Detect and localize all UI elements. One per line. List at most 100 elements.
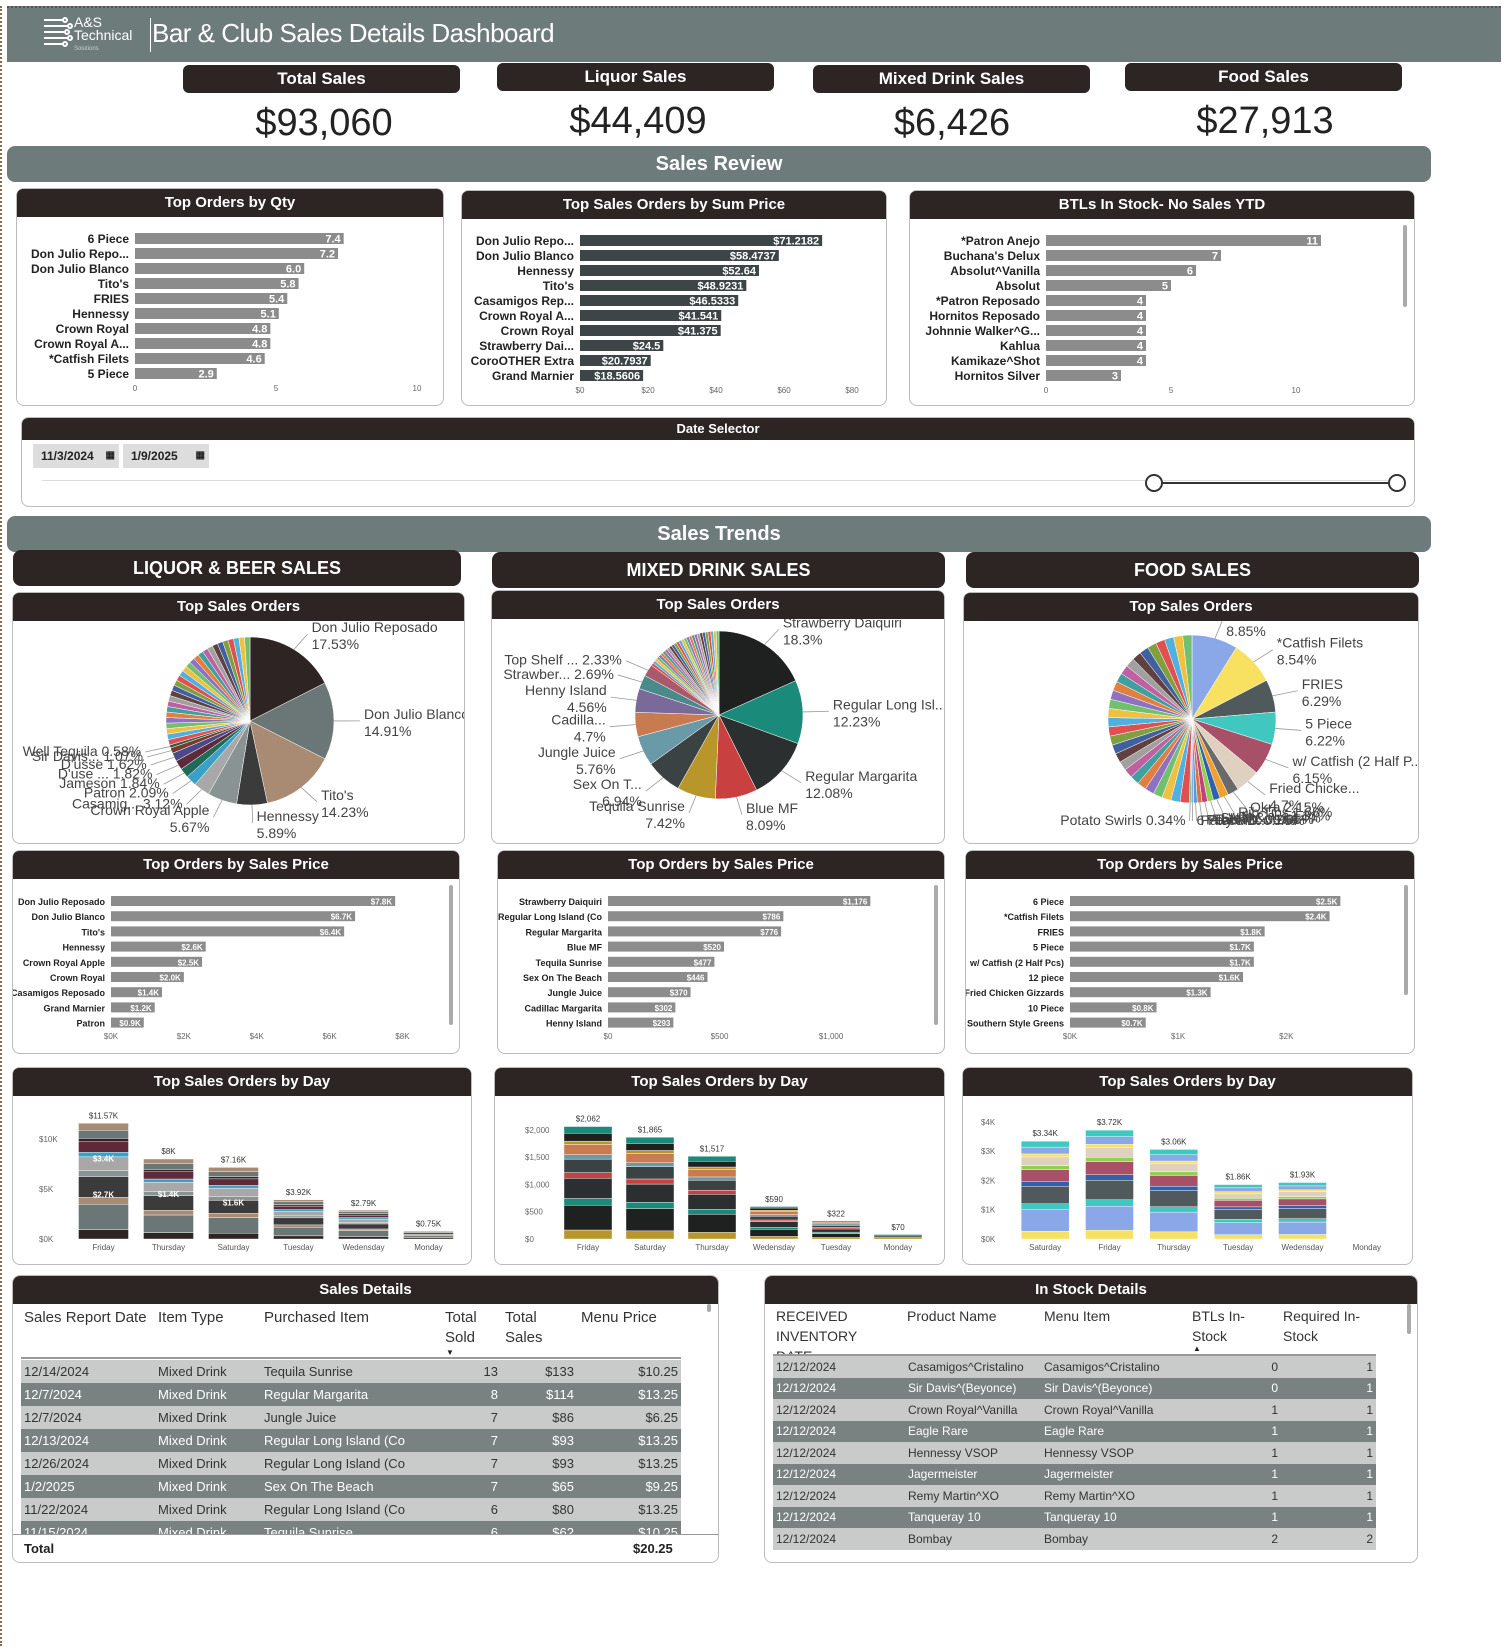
start-date-input[interactable]: 11/3/2024 ▦	[33, 444, 119, 468]
stacked-bar-segment	[563, 1229, 613, 1240]
table-cell: $13.25	[577, 1383, 681, 1406]
axis-tick-label: $2K	[981, 1176, 996, 1185]
table-row[interactable]: 11/22/2024 Mixed Drink Regular Long Island…	[21, 1498, 681, 1521]
col-purchased-item[interactable]: Purchased Item	[264, 1309, 370, 1326]
table-row[interactable]: 12/26/2024 Mixed Drink Regular Long Island…	[21, 1452, 681, 1475]
bar	[111, 896, 396, 906]
pie-slice-pct: 6.94%	[602, 793, 642, 809]
table-cell: Crown Royal^Vanilla	[905, 1399, 1041, 1421]
table-cell: 7	[441, 1406, 501, 1429]
stacked-bar-segment	[687, 1169, 737, 1178]
sales-details-table: 12/14/2024 Mixed Drink Tequila Sunrise 13 $1…	[21, 1360, 681, 1544]
col-total-sold[interactable]: Total Sold	[445, 1309, 477, 1346]
axis-tick-label: $1,000	[525, 1180, 550, 1189]
title-separator	[150, 18, 151, 52]
end-date-input[interactable]: 1/9/2025 ▦	[123, 444, 209, 468]
bar	[135, 293, 288, 304]
col-product-name[interactable]: Product Name	[907, 1308, 997, 1324]
table-row[interactable]: 12/12/2024 Hennessy VSOP Hennessy VSOP 1 1	[773, 1442, 1376, 1464]
bar-category-label: Don Julio Blanco	[31, 912, 105, 922]
date-range-start-handle[interactable]	[1145, 474, 1163, 492]
table-cell: Mixed Drink	[155, 1452, 261, 1475]
bar-value-label: $370	[670, 989, 688, 998]
kpi-total-sales-label: Total Sales	[183, 65, 460, 93]
table-row[interactable]: 12/12/2024 Eagle Rare Eagle Rare 1 1	[773, 1420, 1376, 1442]
table-row[interactable]: 12/7/2024 Mixed Drink Jungle Juice 7 $86 $6.2…	[21, 1406, 681, 1429]
table-row[interactable]: 12/7/2024 Mixed Drink Regular Margarita 8 $1…	[21, 1383, 681, 1406]
sales-scrollbar[interactable]	[707, 1304, 711, 1312]
table-row[interactable]: 12/12/2024 Tanqueray 10 Tanqueray 10 1 1	[773, 1506, 1376, 1528]
bar-value-label: $41.541	[678, 311, 718, 323]
food-pie-card: Top Sales Orders 6 Piece8.85% *Catfish Fi…	[963, 592, 1422, 844]
col-total-sales[interactable]: Total Sales	[505, 1309, 543, 1346]
stacked-bar-segment	[687, 1232, 737, 1240]
pie-leader-line	[150, 756, 175, 766]
axis-tick-label: $0K	[39, 1235, 54, 1244]
stacked-bar-segment	[208, 1167, 259, 1172]
pie-slice-label: The Tilt... 1.05%	[1213, 811, 1314, 827]
stacked-bar-segment	[78, 1229, 129, 1240]
stacked-bar-segment	[78, 1130, 129, 1139]
stock-details-title: In Stock Details	[765, 1276, 1417, 1304]
calendar-icon[interactable]: ▦	[195, 450, 205, 461]
stacked-bar-segment	[1085, 1136, 1134, 1145]
axis-category-label: Monday	[414, 1243, 442, 1252]
col-menu-item[interactable]: Menu Item	[1044, 1308, 1111, 1324]
date-divider	[42, 480, 1402, 481]
stacked-bar-segment	[687, 1161, 737, 1168]
sort-asc-icon[interactable]: ▲	[1193, 1344, 1201, 1353]
table-row[interactable]: 12/12/2024 Jagermeister Jagermeister 1 1	[773, 1463, 1376, 1485]
pie-slice-label: w/ Catfish (2 Half P...	[1291, 753, 1418, 769]
sort-desc-icon[interactable]: ▼	[446, 1348, 454, 1357]
axis-tick-label: $500	[711, 1032, 729, 1041]
mixed-price-scrollbar[interactable]	[934, 885, 938, 1025]
col-required-in-stock[interactable]: Required In-Stock	[1283, 1308, 1361, 1344]
bar	[608, 1002, 676, 1013]
food-day-card: Top Sales Orders by Day $0K $1K $2K $3K $4K $…	[962, 1067, 1413, 1265]
stacked-bar-segment	[687, 1166, 737, 1170]
stacked-bar-segment	[338, 1228, 389, 1231]
table-row[interactable]: 1/2/2025 Mixed Drink Sex On The Beach 7 $65 $…	[21, 1475, 681, 1498]
stacked-bar-segment	[1020, 1165, 1070, 1170]
date-range-slider-track[interactable]	[1154, 482, 1397, 484]
table-row[interactable]: 12/12/2024 Crown Royal^Vanilla Crown Royal…	[773, 1399, 1376, 1421]
stacked-bar-segment	[1149, 1149, 1199, 1156]
table-row[interactable]: 12/12/2024 Sir Davis^(Beyonce) Sir Davis^(…	[773, 1377, 1376, 1399]
table-row[interactable]: 12/12/2024 Bombay Bombay 2 2	[773, 1528, 1376, 1550]
stacked-bar-segment	[1020, 1156, 1070, 1166]
date-range-end-handle[interactable]	[1388, 474, 1406, 492]
liquor-price-scrollbar[interactable]	[449, 885, 453, 1025]
btl-scrollbar[interactable]	[1403, 225, 1407, 307]
stacked-bar-segment	[1020, 1146, 1070, 1155]
col-sales-report-date[interactable]: Sales Report Date	[24, 1309, 147, 1326]
bar-value-label: 11	[1306, 236, 1318, 248]
table-row[interactable]: 12/12/2024 Remy Martin^XO Remy Martin^XO 1 1	[773, 1485, 1376, 1507]
stacked-bar-segment	[273, 1204, 324, 1207]
bar-value-label: 4	[1137, 296, 1144, 308]
stacked-bar-segment	[563, 1140, 613, 1145]
stock-scrollbar[interactable]	[1407, 1304, 1411, 1334]
col-menu-price[interactable]: Menu Price	[581, 1309, 657, 1326]
liquor-pie-title: Top Sales Orders	[13, 593, 464, 621]
pie-slice-pct: 8.09%	[746, 817, 786, 833]
axis-category-label: Monday	[884, 1243, 912, 1252]
axis-tick-label: 5	[274, 384, 279, 393]
table-row[interactable]: 12/13/2024 Mixed Drink Regular Long Island…	[21, 1429, 681, 1452]
pie-slice-pct: 7.42%	[645, 815, 685, 831]
table-row[interactable]: 12/14/2024 Mixed Drink Tequila Sunrise 13 $1…	[21, 1360, 681, 1383]
stacked-bar-segment	[749, 1221, 799, 1228]
stacked-bar-segment	[625, 1208, 675, 1232]
bar-category-label: Hornitos Silver	[955, 369, 1041, 383]
table-row[interactable]: 12/12/2024 Casamigos^Cristalino Casamigos^…	[773, 1356, 1376, 1378]
calendar-icon[interactable]: ▦	[105, 450, 115, 461]
food-price-scrollbar[interactable]	[1404, 885, 1408, 995]
pie-slice-label: FRIES	[1302, 676, 1343, 692]
stacked-bar-segment	[208, 1171, 259, 1177]
stacked-bar-segment	[563, 1172, 613, 1179]
pie-slice-label: Well Tequila 0.58%	[23, 743, 142, 759]
col-btls-in-stock[interactable]: BTLs In-Stock	[1192, 1308, 1245, 1344]
table-cell: 1	[1189, 1420, 1281, 1442]
col-item-type[interactable]: Item Type	[158, 1309, 224, 1326]
food-price-card: Top Orders by Sales Price 6 Piece $2.5K *C…	[964, 850, 1415, 1054]
bar	[111, 1017, 144, 1028]
